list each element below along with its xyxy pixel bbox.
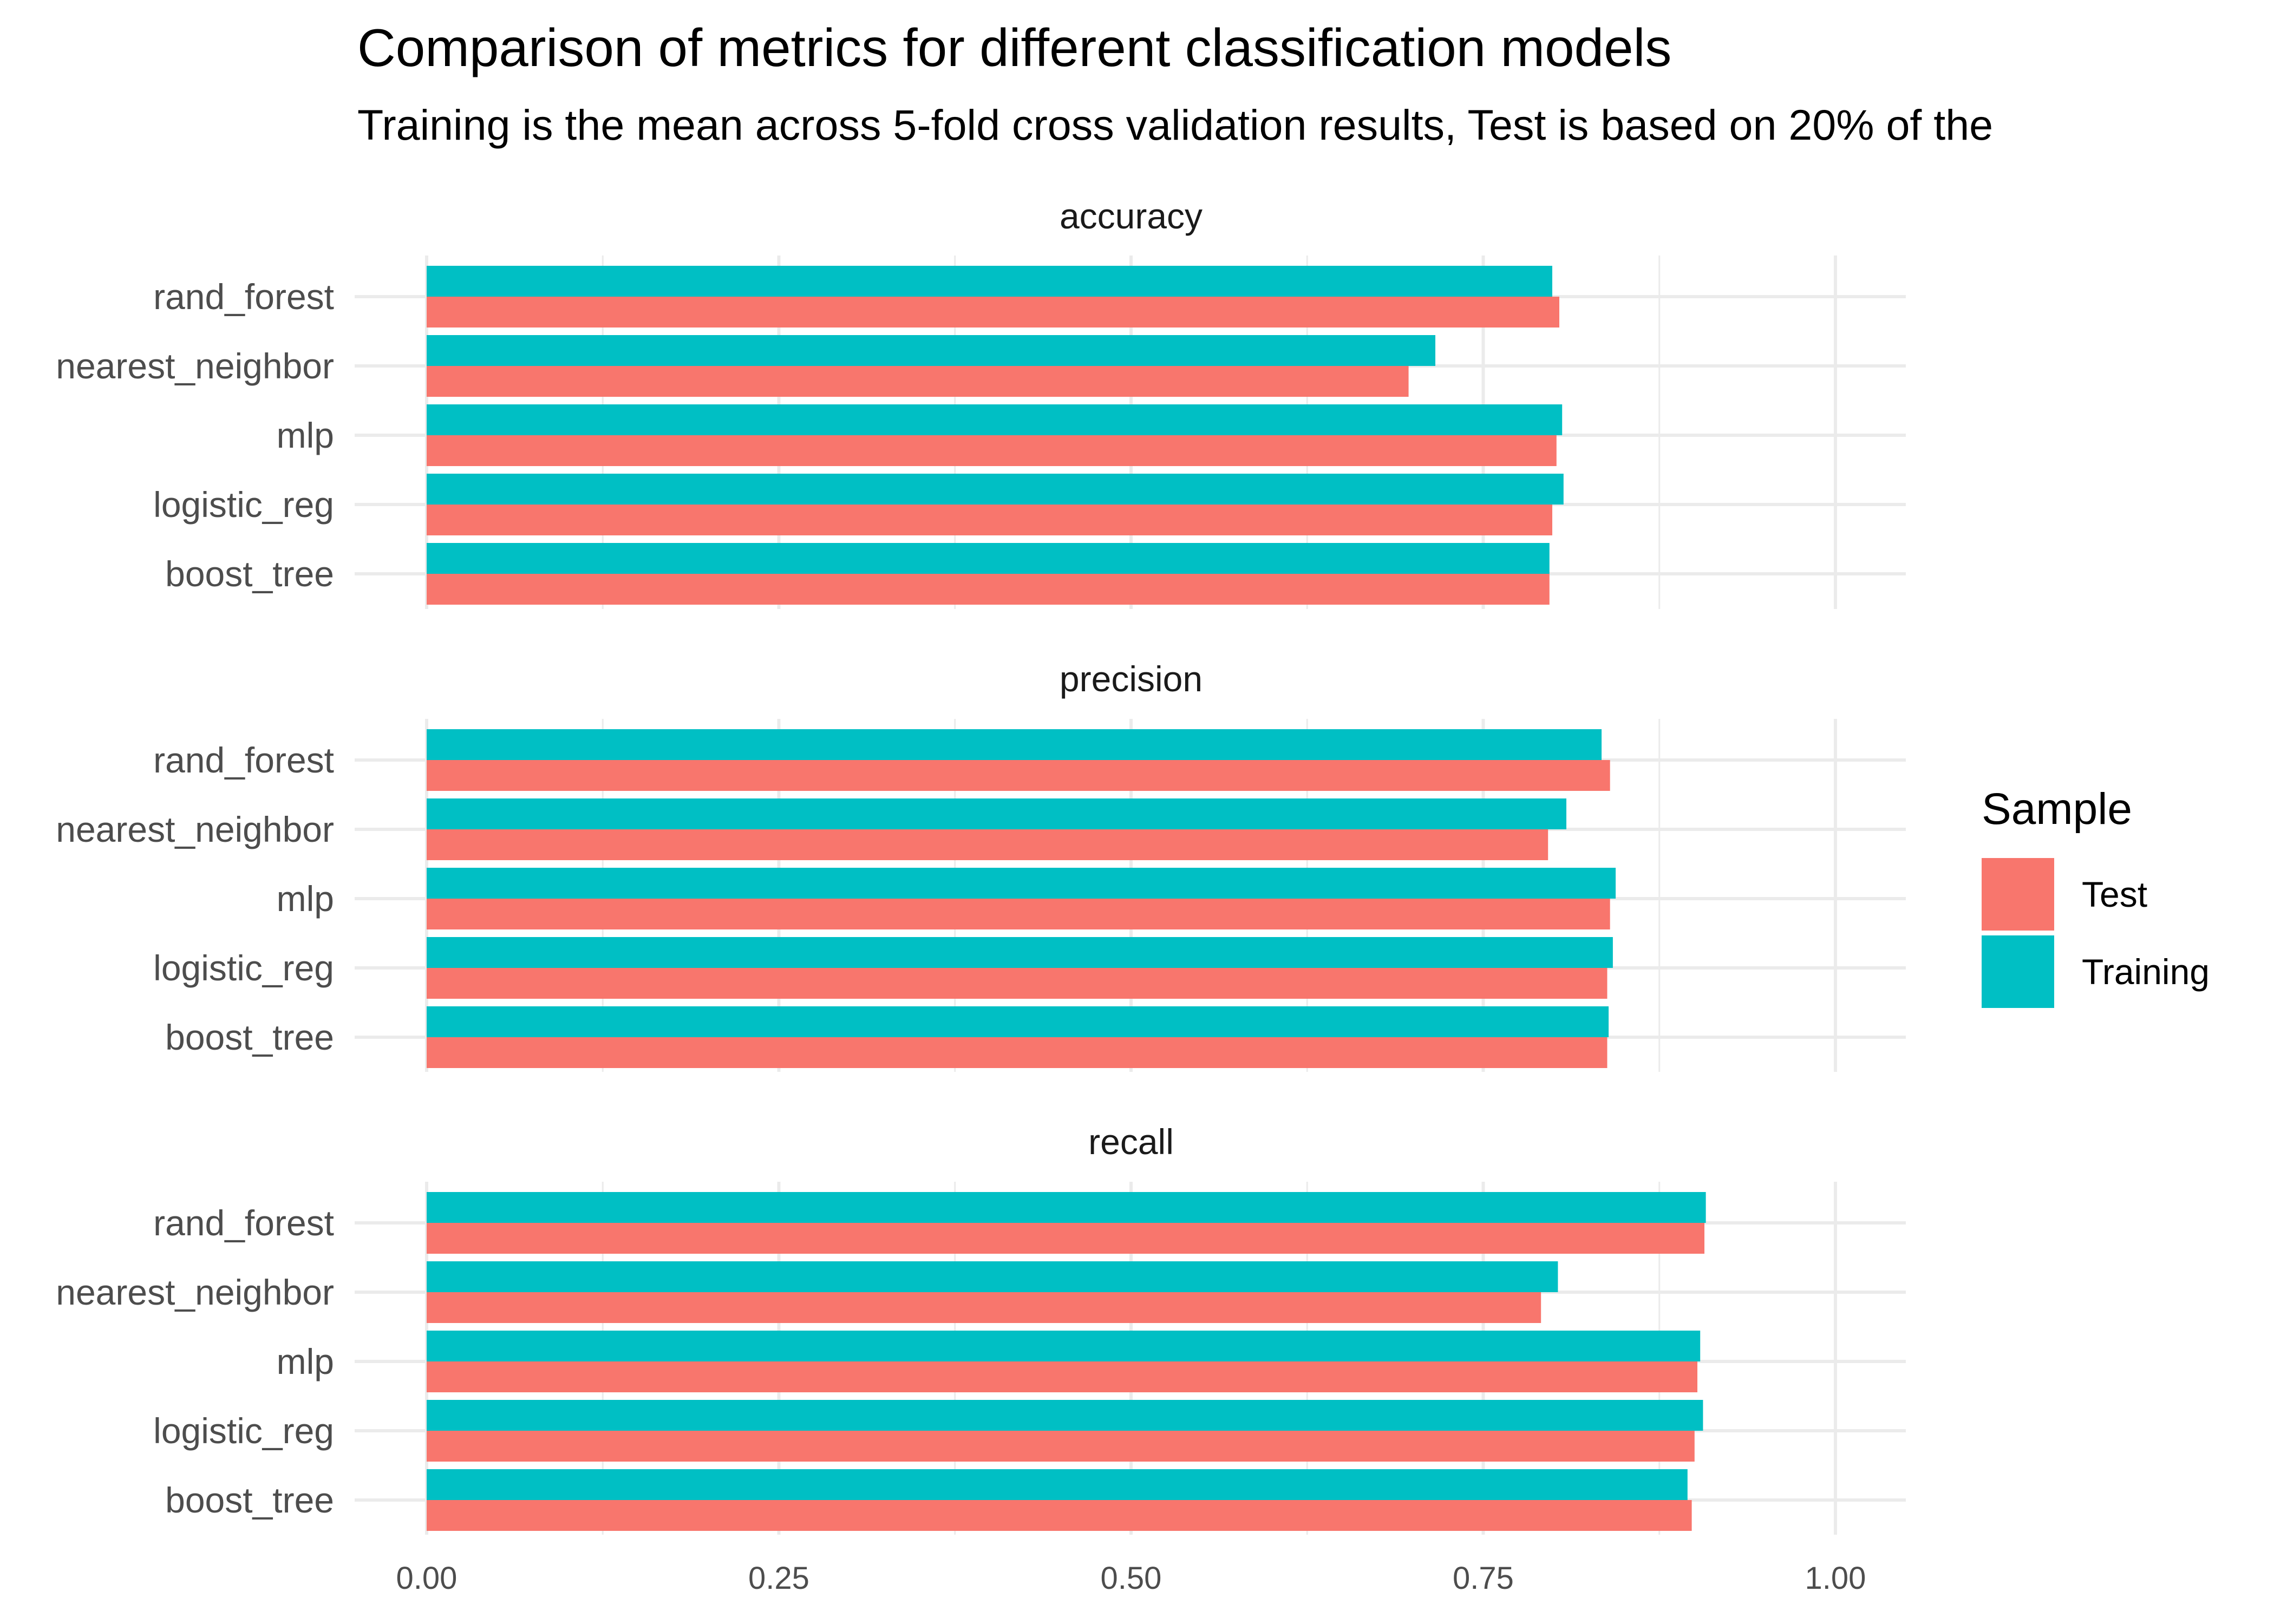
legend-label-test: Test <box>2082 874 2147 914</box>
bar-test <box>427 1223 1705 1254</box>
y-tick-label: logistic_reg <box>153 484 334 525</box>
y-tick-label: mlp <box>277 415 334 455</box>
bar-test <box>427 760 1610 791</box>
bar-test <box>427 574 1550 605</box>
legend-key-test <box>1982 858 2054 931</box>
y-tick-label: rand_forest <box>153 740 334 780</box>
y-tick-label: logistic_reg <box>153 1411 334 1451</box>
facet-strip-label: recall <box>1088 1122 1174 1162</box>
y-tick-label: rand_forest <box>153 277 334 317</box>
bar-test <box>427 829 1548 860</box>
y-tick-label: nearest_neighbor <box>56 346 334 386</box>
y-tick-label: nearest_neighbor <box>56 1272 334 1312</box>
bar-training <box>427 1469 1688 1500</box>
chart-subtitle: Training is the mean across 5-fold cross… <box>357 101 1993 149</box>
bar-training <box>427 1400 1703 1431</box>
legend-title: Sample <box>1982 784 2132 834</box>
x-tick-label: 0.50 <box>1101 1561 1162 1596</box>
legend-label-training: Training <box>2082 952 2210 992</box>
bar-test <box>427 968 1608 999</box>
x-tick-label: 0.75 <box>1453 1561 1514 1596</box>
bar-test <box>427 297 1560 328</box>
x-tick-label: 0.25 <box>748 1561 809 1596</box>
bar-training <box>427 868 1616 899</box>
bar-training <box>427 474 1564 505</box>
y-tick-label: boost_tree <box>165 1480 334 1520</box>
bar-training <box>427 1331 1701 1361</box>
y-tick-label: boost_tree <box>165 554 334 594</box>
bar-training <box>427 266 1552 297</box>
y-tick-label: boost_tree <box>165 1017 334 1057</box>
bar-training <box>427 1192 1706 1223</box>
bar-training <box>427 798 1567 829</box>
x-tick-label: 1.00 <box>1805 1561 1866 1596</box>
legend-key-training <box>1982 935 2054 1008</box>
bar-test <box>427 899 1610 929</box>
y-tick-label: logistic_reg <box>153 948 334 988</box>
bar-test <box>427 1431 1695 1462</box>
facet-strip-label: precision <box>1060 659 1203 699</box>
y-tick-label: mlp <box>277 879 334 919</box>
y-tick-label: nearest_neighbor <box>56 809 334 849</box>
bar-training <box>427 937 1613 968</box>
bar-test <box>427 366 1409 397</box>
y-tick-label: mlp <box>277 1341 334 1381</box>
bar-training <box>427 1261 1558 1292</box>
bar-training <box>427 729 1602 760</box>
chart-title: Comparison of metrics for different clas… <box>357 18 1671 77</box>
bar-training <box>427 1006 1609 1037</box>
y-tick-label: rand_forest <box>153 1203 334 1243</box>
bar-training <box>427 335 1436 366</box>
bar-test <box>427 1292 1541 1323</box>
bar-training <box>427 543 1550 574</box>
bar-test <box>427 1500 1692 1531</box>
facet-panels: accuracyrand_forestnearest_neighbormlplo… <box>56 196 1906 1535</box>
bar-test <box>427 1361 1698 1392</box>
x-axis: 0.00 0.25 0.50 0.75 1.00 <box>396 1561 1866 1596</box>
legend: Sample Test Training <box>1982 784 2210 1008</box>
bar-test <box>427 435 1557 466</box>
x-tick-label: 0.00 <box>396 1561 458 1596</box>
bar-training <box>427 404 1563 435</box>
bar-test <box>427 505 1552 535</box>
facet-strip-label: accuracy <box>1060 196 1203 236</box>
bar-test <box>427 1037 1608 1068</box>
